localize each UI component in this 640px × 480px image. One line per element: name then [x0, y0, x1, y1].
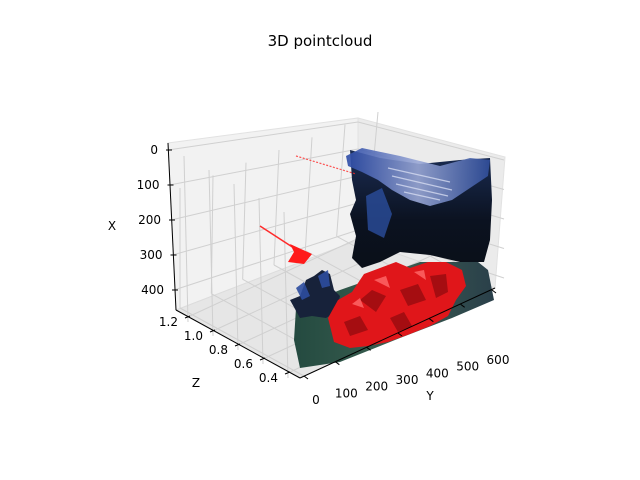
tick-label-z: 0.8: [209, 343, 228, 357]
gridline-z-vert: [233, 183, 239, 351]
gridline-y-vert: [336, 124, 346, 237]
point-cloud-red-highlights: [352, 270, 426, 308]
x-axis-line: [167, 142, 177, 311]
point-cloud-blue-lower: [366, 188, 392, 238]
axis-label-z: Z: [192, 376, 200, 390]
tick-z: [284, 371, 291, 375]
tick-label-z: 0.4: [259, 371, 278, 385]
gridline-z-vert: [183, 155, 189, 323]
axis-label-y: Y: [425, 389, 434, 403]
gridline-x: [167, 121, 359, 151]
tick-y: [397, 332, 403, 337]
tick-label-y: 600: [487, 353, 510, 367]
gridline-x: [169, 148, 359, 186]
gridline-y-vert: [273, 149, 280, 266]
point-cloud-blue-region: [346, 148, 490, 206]
tick-label-x: 0: [150, 143, 158, 157]
tick-z: [209, 329, 216, 333]
tick-label-y: 300: [396, 373, 419, 387]
direction-arrow-head: [288, 244, 312, 264]
gridline-x: [173, 229, 359, 291]
gridline-y-vert: [210, 175, 214, 294]
y-axis-line: [299, 287, 496, 379]
tick-y: [429, 318, 434, 323]
tick-label-z: 0.6: [234, 357, 253, 371]
point-cloud-blue-stripes: [387, 167, 453, 201]
point-cloud: [259, 148, 494, 368]
tick-z: [259, 357, 266, 361]
gridline-y: [179, 307, 305, 377]
tick-y: [303, 375, 309, 380]
tick-y: [460, 303, 465, 308]
tick-z: [184, 315, 191, 319]
tick-label-x: 200: [138, 213, 161, 227]
point-cloud-small-structure-blue: [296, 270, 330, 300]
tick-label-x: 100: [137, 178, 160, 192]
gridline-z-vert: [283, 211, 289, 379]
tick-z: [234, 343, 241, 347]
z-axis-line: [175, 309, 301, 379]
tick-label-y: 0: [312, 393, 320, 407]
gridline-z: [189, 225, 386, 317]
tick-label-z: 1.0: [184, 329, 203, 343]
tick-label-x: 300: [140, 248, 163, 262]
tick-y: [335, 361, 340, 366]
gridline-y-vert: [304, 137, 313, 251]
tick-y: [366, 346, 371, 351]
gridline-z-vert: [258, 197, 264, 365]
axis-lines: [167, 142, 496, 379]
gridline-z-vert: [208, 169, 214, 337]
axis-label-x: X: [108, 219, 116, 233]
gridline-x: [170, 175, 359, 221]
gridline-x-right: [357, 121, 505, 161]
tick-label-y: 200: [365, 380, 388, 394]
point-cloud-red-shading: [344, 274, 448, 336]
tick-label-y: 100: [335, 386, 358, 400]
axis-ticks: 0 100 200 300 400 0.4 0.6 0.8 1.0 1.2 0 100 200 300 40…: [137, 143, 510, 407]
tick-y: [491, 289, 497, 294]
tick-label-z: 1.2: [159, 315, 178, 329]
chart-title: 3D pointcloud: [267, 32, 373, 50]
tick-label-y: 400: [426, 366, 449, 380]
tick-label-x: 400: [141, 283, 164, 297]
gridline-y-vert: [242, 162, 247, 280]
tick-label-y: 500: [456, 360, 479, 374]
